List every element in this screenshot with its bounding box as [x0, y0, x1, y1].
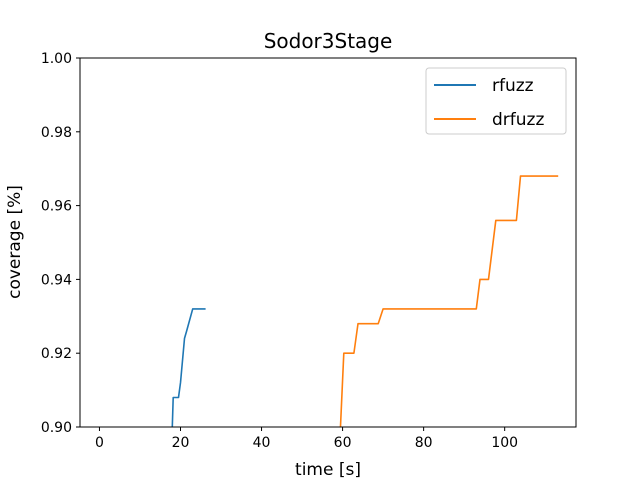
- chart-title: Sodor3Stage: [264, 29, 393, 53]
- x-tick-label: 0: [95, 435, 104, 451]
- x-tick-label: 80: [415, 435, 433, 451]
- x-axis-label: time [s]: [295, 460, 361, 480]
- y-tick-label: 0.92: [41, 346, 72, 362]
- x-tick-label: 60: [334, 435, 352, 451]
- x-axis: 0 20 40 60 80 100: [95, 427, 518, 451]
- y-tick-label: 1.00: [41, 51, 72, 67]
- y-tick-label: 0.96: [41, 199, 72, 215]
- y-axis-label: coverage [%]: [5, 185, 25, 299]
- y-tick-label: 0.98: [41, 125, 72, 141]
- series-line-drfuzz: [339, 175, 559, 427]
- legend: rfuzz drfuzz: [425, 67, 567, 135]
- series-line-rfuzz: [171, 308, 206, 427]
- y-tick-label: 0.90: [41, 420, 72, 436]
- x-tick-label: 100: [491, 435, 518, 451]
- y-tick-label: 0.94: [41, 272, 72, 288]
- legend-label-drfuzz: drfuzz: [492, 110, 544, 130]
- x-tick-label: 40: [253, 435, 271, 451]
- y-axis: 0.90 0.92 0.94 0.96 0.98 1.00: [41, 51, 80, 436]
- x-tick-label: 20: [172, 435, 190, 451]
- series-layer: [171, 175, 559, 427]
- legend-label-rfuzz: rfuzz: [492, 76, 534, 96]
- plot-frame: [79, 57, 577, 428]
